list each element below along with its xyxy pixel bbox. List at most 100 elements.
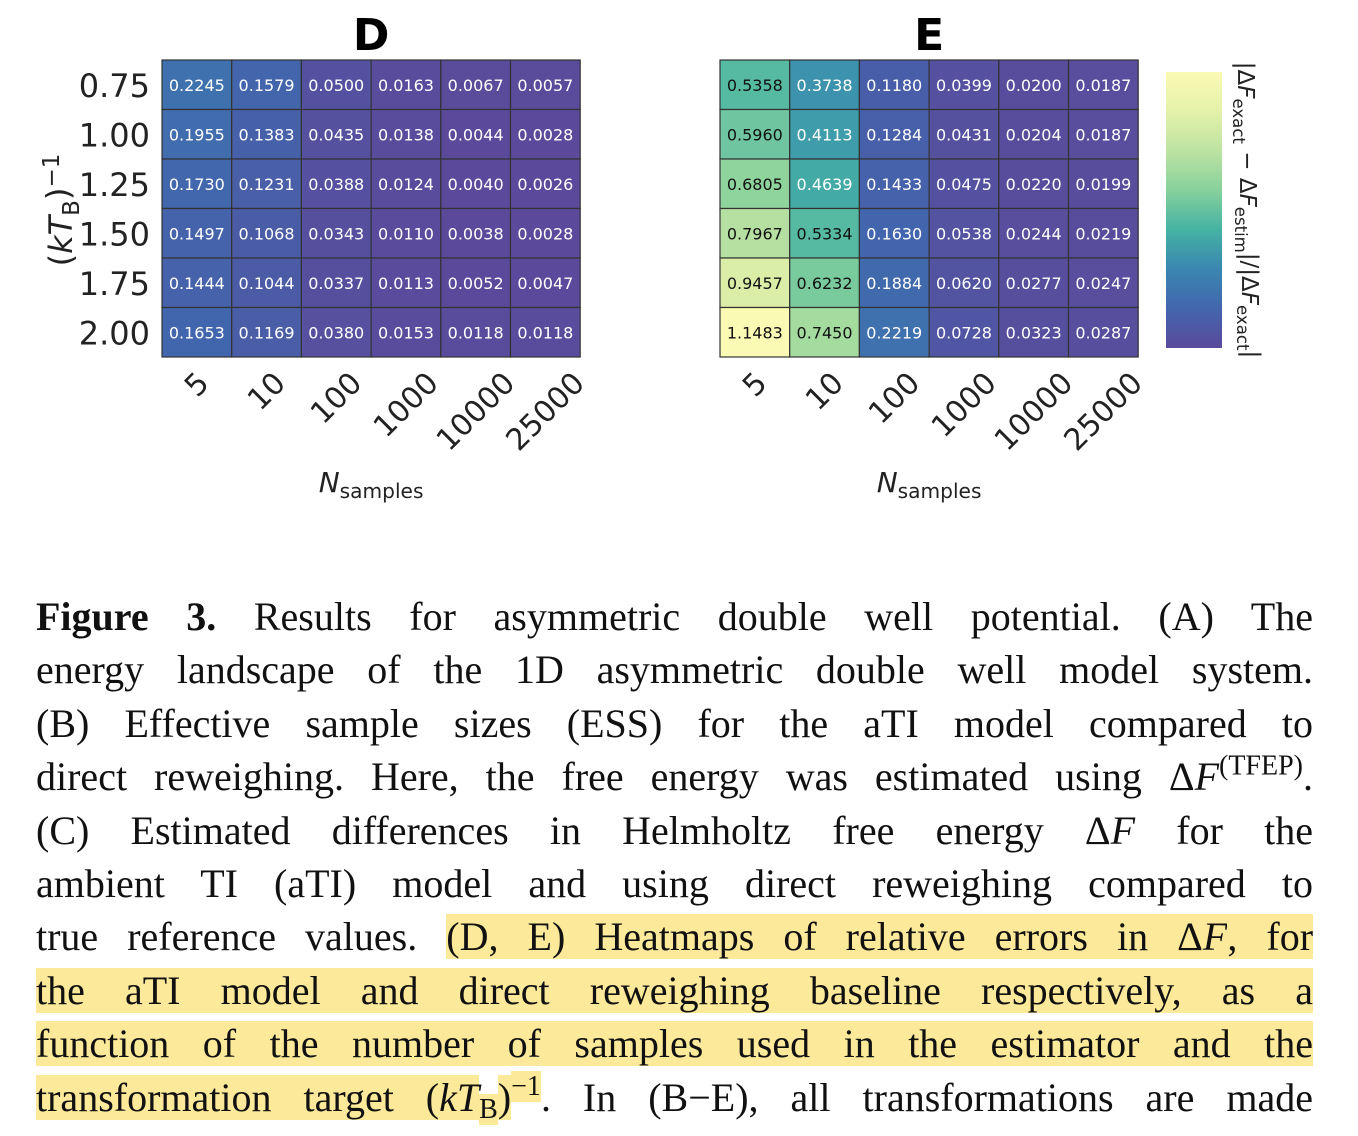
- cell-label: 0.0220: [1006, 175, 1062, 194]
- cell-label: 0.4113: [797, 125, 853, 144]
- cell-label: 0.4639: [797, 175, 853, 194]
- heatmap-cell: [440, 207, 512, 259]
- heatmap-cell: [509, 257, 581, 309]
- y-tick-label: 2.00: [79, 314, 150, 352]
- cell-label: 0.1433: [866, 175, 922, 194]
- caption-line: ambient TI (aTI) model and using direct …: [36, 857, 1313, 910]
- heatmap-cell: [231, 207, 302, 259]
- caption-line: (C) Estimated differences in Helmholtz f…: [36, 804, 1313, 857]
- caption-text: (C) Estimated differences in Helmholtz f…: [36, 807, 1111, 853]
- cell-label: 0.1730: [169, 175, 225, 194]
- y-axis-label-part: ): [39, 188, 77, 200]
- heatmap-cell: [509, 108, 581, 160]
- cell-label: 0.0026: [517, 175, 573, 194]
- cell-label: 0.0187: [1075, 125, 1131, 144]
- caption-text: direct reweighing. Here, the free energy…: [36, 754, 1195, 800]
- cell-label: 0.0728: [936, 323, 992, 342]
- cell-label: 0.0620: [936, 274, 992, 293]
- caption-text: function of the number of samples used i…: [36, 1021, 1313, 1067]
- heatmap-cell: [998, 306, 1070, 358]
- caption: Figure 3. Results for asymmetric double …: [36, 590, 1314, 1125]
- colorbar-label-part: F: [1236, 292, 1262, 306]
- caption-line: direct reweighing. Here, the free energy…: [36, 750, 1313, 803]
- cell-label: 0.0435: [308, 125, 364, 144]
- heatmap-cell: [928, 257, 1000, 309]
- x-tick-label: 25000: [500, 366, 592, 458]
- cell-label: 0.0475: [936, 175, 992, 194]
- caption-text: true reference values.: [36, 914, 447, 960]
- y-tick-label: 1.75: [79, 265, 150, 303]
- x-tick-label: 100: [304, 366, 369, 431]
- colorbar-label-part: F: [1234, 194, 1260, 208]
- caption-line: transformation target (kTB)−1. In (B−E),…: [36, 1071, 1313, 1125]
- heatmap-cell: [1067, 207, 1139, 259]
- cell-label: 0.0431: [936, 125, 992, 144]
- heatmap-cell: [370, 158, 442, 210]
- caption-text: ambient TI (aTI) model and using direct …: [36, 860, 1313, 906]
- heatmap-cell: [789, 207, 861, 259]
- cell-label: 0.0044: [448, 125, 504, 144]
- cell-label: 0.5960: [727, 125, 783, 144]
- cell-label: 0.0277: [1006, 274, 1062, 293]
- cell-label: 0.2219: [866, 323, 922, 342]
- cell-label: 0.0038: [448, 224, 504, 243]
- heatmap-cell: [300, 257, 372, 309]
- caption-text: (D, E) Heatmaps of relative errors in Δ: [446, 914, 1203, 960]
- heatmap-cell: [370, 207, 442, 259]
- colorbar: [1166, 72, 1222, 348]
- colorbar-label-part: |: [1238, 350, 1264, 358]
- cell-label: 0.7967: [727, 224, 783, 243]
- cell-label: 0.0040: [448, 175, 504, 194]
- heatmap-cell: [858, 257, 930, 309]
- cell-label: 0.0538: [936, 224, 992, 243]
- heatmap-cell: [719, 158, 791, 210]
- x-axis-label: Nsamples: [319, 466, 424, 503]
- x-tick-label: 10: [241, 366, 293, 418]
- heatmap-cell: [370, 108, 442, 160]
- x-tick-label: 100: [862, 366, 927, 431]
- heatmap-cell: [789, 257, 861, 309]
- heatmap-cell: [928, 158, 1000, 210]
- cell-label: 0.0399: [936, 76, 992, 95]
- heatmap-cell: [161, 306, 233, 358]
- y-axis-label: (kTB)−1: [39, 154, 85, 267]
- cell-label: 0.2245: [169, 76, 225, 95]
- x-axis-label-part: samples: [898, 479, 982, 503]
- caption-text: F: [1110, 807, 1136, 853]
- cell-label: 0.0337: [308, 274, 364, 293]
- cell-label: 0.1169: [239, 323, 295, 342]
- caption-text: . In (B−E), all transformations are made: [540, 1074, 1313, 1120]
- caption-text: energy landscape of the 1D asymmetric do…: [36, 647, 1313, 693]
- cell-label: 0.0124: [378, 175, 434, 194]
- caption-text: .: [1303, 754, 1313, 800]
- caption-text: Figure 3.: [36, 594, 217, 639]
- colorbar-label: |ΔFexact − ΔFestim|/|ΔFexact|: [1229, 62, 1264, 358]
- cell-label: 0.0118: [448, 323, 504, 342]
- cell-label: 0.1653: [169, 323, 225, 342]
- heatmap-cell: [719, 207, 791, 259]
- cell-label: 0.0113: [378, 274, 434, 293]
- heatmap-cell: [719, 306, 791, 358]
- cell-label: 0.0153: [378, 323, 434, 342]
- x-axis-label-part: samples: [340, 479, 424, 503]
- caption-text: the aTI model and direct reweighing base…: [36, 967, 1313, 1013]
- caption-text: ): [497, 1074, 512, 1120]
- y-tick-label: 1.25: [79, 166, 150, 204]
- y-axis-label-part: B: [59, 200, 85, 216]
- cell-label: 0.0057: [517, 76, 573, 95]
- cell-label: 0.0028: [517, 224, 573, 243]
- cell-label: 0.5334: [797, 224, 853, 243]
- y-axis-label-part: kT: [42, 213, 80, 254]
- heatmap-cell: [370, 257, 442, 309]
- caption-text: Results for asymmetric double well poten…: [216, 594, 1313, 639]
- cell-label: 0.0163: [378, 76, 434, 95]
- caption-line: energy landscape of the 1D asymmetric do…: [36, 643, 1313, 696]
- cell-label: 0.0244: [1006, 224, 1062, 243]
- heatmap-cell: [231, 108, 302, 160]
- cell-label: 0.1497: [169, 224, 225, 243]
- cell-label: 0.7450: [797, 323, 853, 342]
- colorbar-label-part: exact: [1229, 99, 1248, 145]
- caption-line: (B) Effective sample sizes (ESS) for the…: [36, 697, 1313, 750]
- cell-label: 0.0500: [308, 76, 364, 95]
